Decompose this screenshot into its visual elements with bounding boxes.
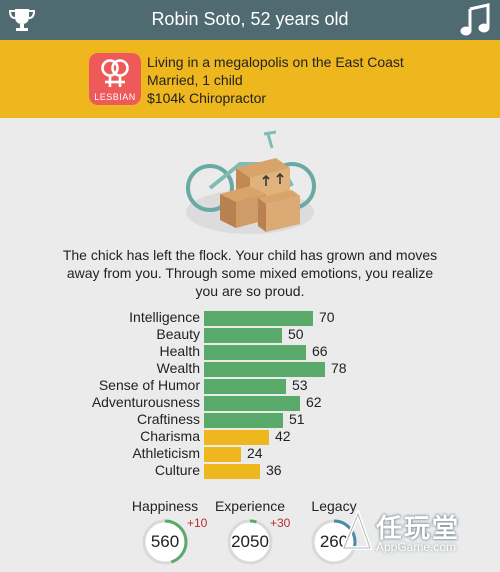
stat-label-craftiness: Craftiness bbox=[136, 411, 200, 427]
stat-value-athleticism: 24 bbox=[247, 445, 263, 461]
experience-delta: +30 bbox=[270, 516, 291, 530]
stat-value-wealth: 78 bbox=[331, 360, 347, 376]
top-bar: Robin Soto, 52 years old bbox=[0, 0, 500, 40]
meter-ring-progress bbox=[311, 519, 357, 565]
watermark-main-text: 任玩堂 bbox=[376, 514, 461, 544]
happiness-label: Happiness bbox=[131, 498, 199, 514]
stat-bar-sense-of-humor bbox=[204, 379, 286, 394]
stat-bar-beauty bbox=[204, 328, 282, 343]
character-title: Robin Soto, 52 years old bbox=[151, 9, 349, 29]
legacy-ring bbox=[311, 519, 357, 565]
experience-ring bbox=[227, 519, 273, 565]
stat-label-beauty: Beauty bbox=[156, 326, 200, 342]
stat-label-adventurousness: Adventurousness bbox=[91, 394, 200, 410]
stat-value-intelligence: 70 bbox=[319, 309, 335, 325]
appgame-watermark: 任玩堂 AppGame.com bbox=[340, 508, 490, 558]
stat-bar-intelligence bbox=[204, 311, 313, 326]
double-venus-icon bbox=[101, 59, 129, 87]
stat-label-charisma: Charisma bbox=[140, 428, 200, 444]
happiness-ring bbox=[142, 519, 188, 565]
orientation-badge: LESBIAN bbox=[89, 53, 141, 105]
event-line: away from you. Through some mixed emotio… bbox=[66, 265, 434, 281]
stat-value-craftiness: 51 bbox=[289, 411, 305, 427]
stat-value-health: 66 bbox=[312, 343, 328, 359]
meter-ring-progress bbox=[227, 519, 273, 565]
stat-bar-athleticism bbox=[204, 447, 241, 462]
legacy-meter: Legacy 260 bbox=[294, 498, 374, 572]
stat-bar-charisma bbox=[204, 430, 269, 445]
family-text: Married, 1 child bbox=[147, 72, 243, 88]
stat-value-culture: 36 bbox=[266, 462, 282, 478]
happiness-value: 560 bbox=[150, 532, 180, 551]
stat-label-wealth: Wealth bbox=[156, 360, 200, 376]
experience-meter: Experience 2050 +30 bbox=[210, 498, 290, 572]
stat-bar-adventurousness bbox=[204, 396, 300, 411]
profile-band bbox=[0, 40, 500, 118]
stat-value-adventurousness: 62 bbox=[306, 394, 322, 410]
experience-value: 2050 bbox=[231, 532, 269, 551]
stat-label-health: Health bbox=[159, 343, 200, 359]
stat-value-sense-of-humor: 53 bbox=[292, 377, 308, 393]
stat-label-athleticism: Athleticism bbox=[132, 445, 200, 461]
location-text: Living in a megalopolis on the East Coas… bbox=[147, 54, 404, 70]
stat-label-culture: Culture bbox=[154, 462, 200, 478]
experience-label: Experience bbox=[214, 498, 286, 514]
stat-bar-culture bbox=[204, 464, 260, 479]
appgame-logo-icon bbox=[341, 510, 373, 550]
stat-bar-craftiness bbox=[204, 413, 283, 428]
badge-label: LESBIAN bbox=[94, 92, 136, 102]
stat-value-charisma: 42 bbox=[275, 428, 291, 444]
stat-value-beauty: 50 bbox=[288, 326, 304, 342]
career-text: $104k Chiropractor bbox=[147, 90, 267, 106]
stat-label-intelligence: Intelligence bbox=[129, 309, 200, 325]
music-note-icon[interactable] bbox=[460, 3, 492, 37]
happiness-delta: +10 bbox=[187, 516, 208, 530]
profile-details: Living in a megalopolis on the East Coas… bbox=[147, 53, 404, 107]
bicycle-boxes-illustration bbox=[186, 130, 316, 234]
watermark-sub-text: AppGame.com bbox=[376, 540, 457, 554]
happiness-meter: Happiness 560 +10 bbox=[125, 498, 208, 572]
stat-bar-wealth bbox=[204, 362, 325, 377]
trophy-icon[interactable] bbox=[7, 5, 37, 35]
event-line: you are so proud. bbox=[195, 283, 305, 299]
event-description: The chick has left the flock. Your child… bbox=[60, 246, 440, 300]
stat-bar-health bbox=[204, 345, 306, 360]
legacy-value: 260 bbox=[319, 532, 349, 551]
stat-label-sense-of-humor: Sense of Humor bbox=[98, 377, 200, 393]
event-line: The chick has left the flock. Your child… bbox=[62, 247, 438, 263]
meter-ring-progress bbox=[142, 519, 188, 565]
legacy-label: Legacy bbox=[311, 498, 357, 514]
